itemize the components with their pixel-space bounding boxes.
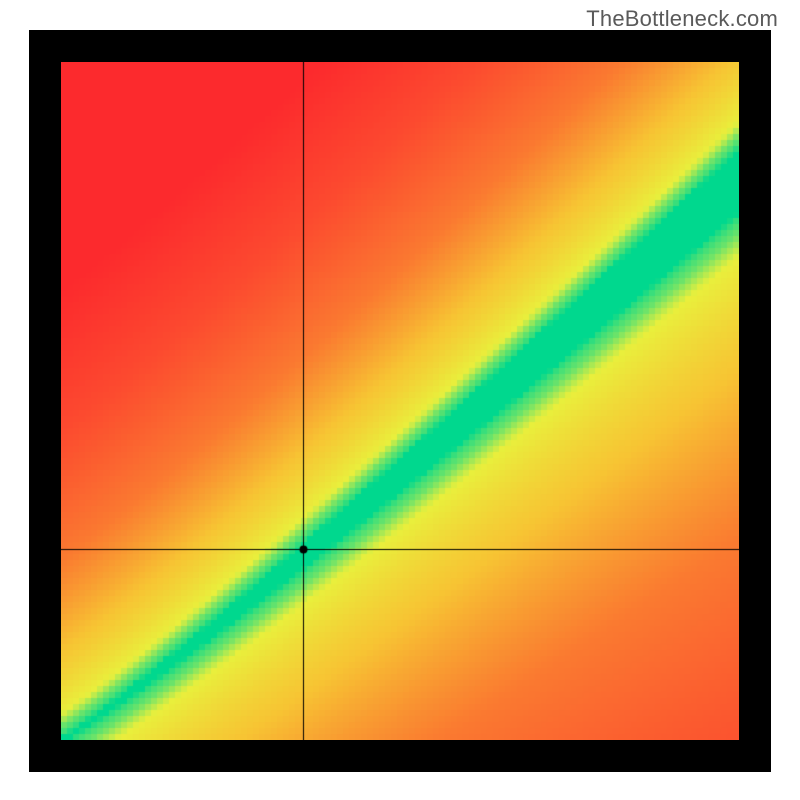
site-watermark: TheBottleneck.com <box>586 6 778 32</box>
bottleneck-heatmap <box>61 62 739 740</box>
chart-frame <box>29 30 771 772</box>
